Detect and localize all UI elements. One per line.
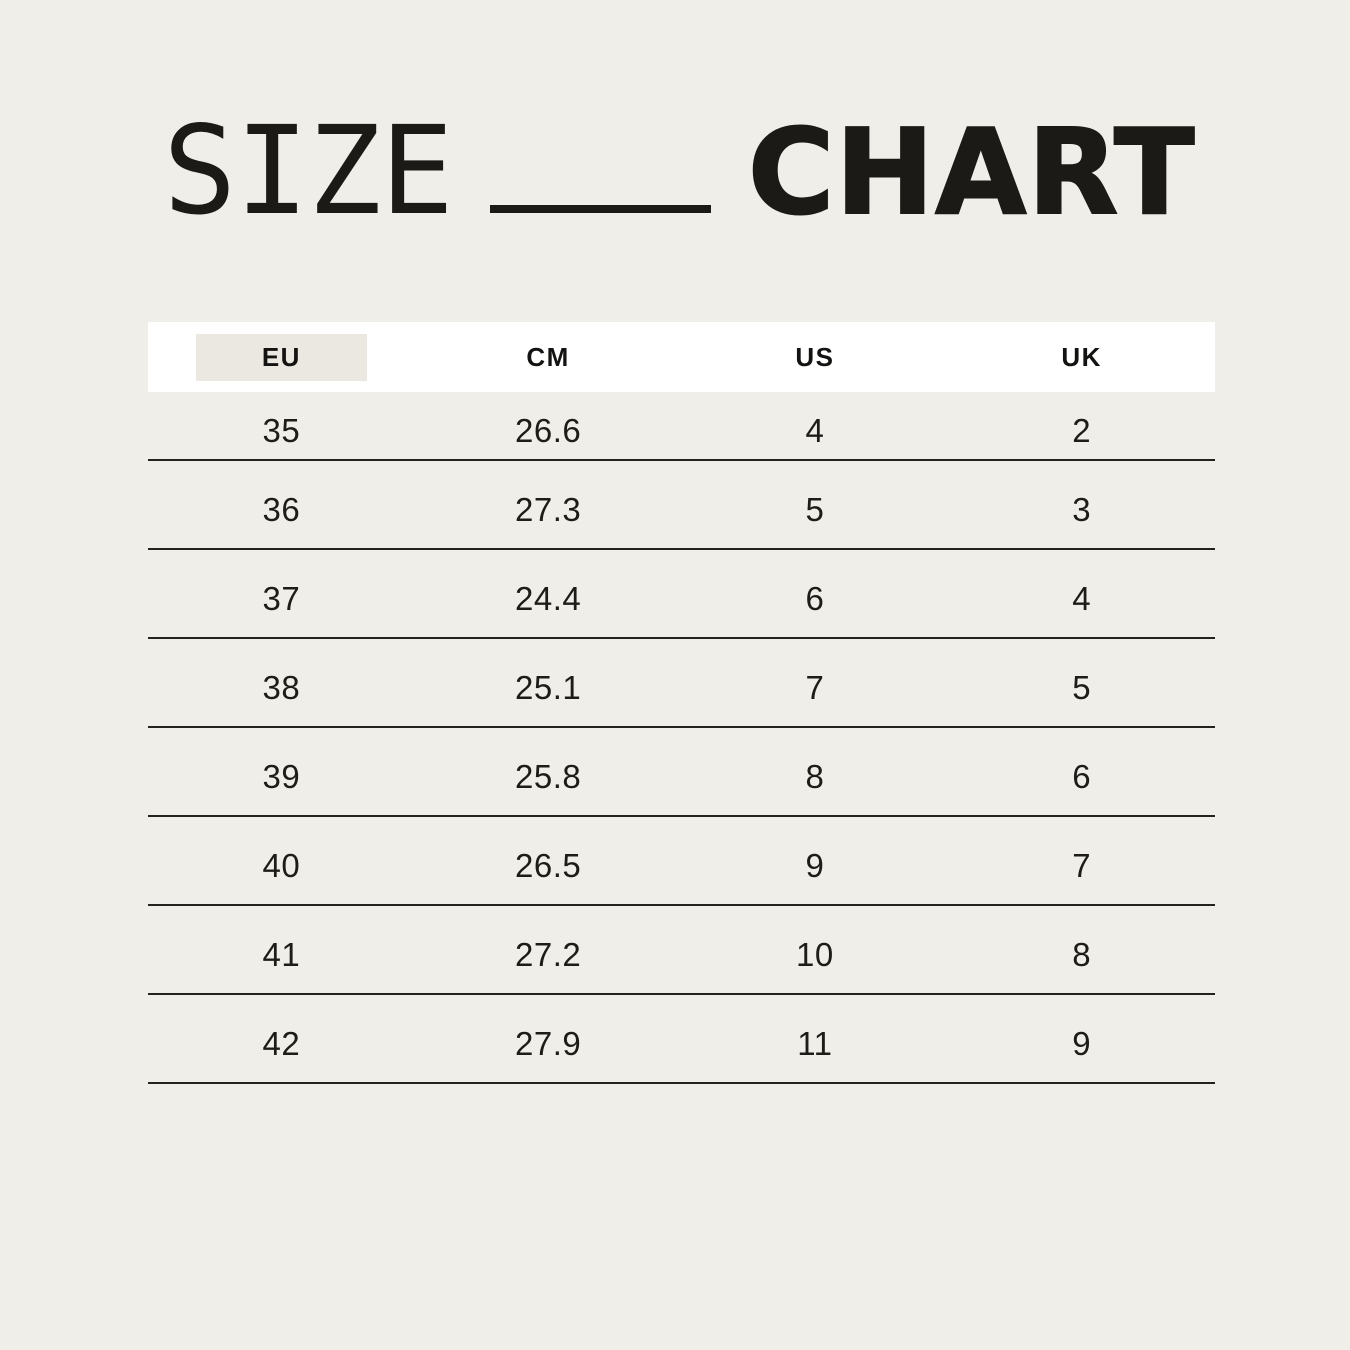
table-row: 40 26.5 9 7 bbox=[148, 817, 1215, 906]
cell-eu: 41 bbox=[262, 935, 301, 973]
cell-eu: 36 bbox=[262, 490, 301, 528]
column-header-label: EU bbox=[195, 333, 367, 381]
column-header-cm: CM bbox=[415, 342, 682, 373]
cell-eu: 42 bbox=[262, 1024, 301, 1062]
column-header-us: US bbox=[682, 342, 949, 373]
size-table-body: 35 26.6 4 2 36 27.3 5 3 37 24.4 6 4 38 25.1 7 5 39 25.8 8 6… bbox=[148, 392, 1215, 1084]
cell-eu: 37 bbox=[262, 579, 301, 617]
cell-us: 10 bbox=[796, 935, 834, 973]
cell-us: 9 bbox=[805, 846, 825, 884]
cell-eu: 39 bbox=[262, 757, 301, 795]
size-table: EU CM US UK 35 26.6 4 2 36 27.3 5 3 37 24.4 6 4 38 25.1 7… bbox=[148, 322, 1215, 1084]
cell-cm: 27.3 bbox=[515, 490, 582, 528]
table-row: 36 27.3 5 3 bbox=[148, 461, 1215, 550]
title-divider-line bbox=[489, 205, 711, 213]
cell-us: 8 bbox=[805, 757, 825, 795]
column-header-eu: EU bbox=[148, 333, 415, 381]
cell-uk: 7 bbox=[1072, 846, 1092, 884]
cell-uk: 4 bbox=[1072, 579, 1092, 617]
column-header-label: CM bbox=[526, 341, 570, 372]
cell-cm: 27.9 bbox=[515, 1024, 582, 1062]
cell-us: 6 bbox=[805, 579, 825, 617]
cell-uk: 5 bbox=[1072, 668, 1092, 706]
cell-cm: 26.6 bbox=[515, 411, 582, 449]
cell-cm: 25.8 bbox=[515, 757, 582, 795]
cell-uk: 2 bbox=[1072, 411, 1092, 449]
table-row: 35 26.6 4 2 bbox=[148, 392, 1215, 461]
cell-us: 11 bbox=[797, 1024, 833, 1062]
page-title: SIZE CHART bbox=[163, 110, 1196, 232]
cell-uk: 8 bbox=[1072, 935, 1092, 973]
cell-us: 4 bbox=[805, 411, 825, 449]
column-header-label: US bbox=[795, 341, 835, 372]
cell-us: 5 bbox=[805, 490, 825, 528]
table-row: 41 27.2 10 8 bbox=[148, 906, 1215, 995]
title-word-chart: CHART bbox=[747, 103, 1196, 241]
cell-eu: 38 bbox=[262, 668, 301, 706]
table-row: 38 25.1 7 5 bbox=[148, 639, 1215, 728]
cell-cm: 27.2 bbox=[515, 935, 582, 973]
cell-cm: 26.5 bbox=[515, 846, 582, 884]
title-word-size: SIZE bbox=[163, 100, 454, 242]
size-table-header-row: EU CM US UK bbox=[148, 322, 1215, 392]
cell-us: 7 bbox=[805, 668, 825, 706]
table-row: 39 25.8 8 6 bbox=[148, 728, 1215, 817]
table-row: 42 27.9 11 9 bbox=[148, 995, 1215, 1084]
cell-uk: 3 bbox=[1072, 490, 1092, 528]
cell-uk: 6 bbox=[1072, 757, 1092, 795]
cell-cm: 24.4 bbox=[515, 579, 582, 617]
cell-cm: 25.1 bbox=[515, 668, 582, 706]
table-row: 37 24.4 6 4 bbox=[148, 550, 1215, 639]
cell-eu: 40 bbox=[262, 846, 301, 884]
cell-eu: 35 bbox=[262, 411, 301, 449]
column-header-label: UK bbox=[1061, 341, 1102, 372]
column-header-uk: UK bbox=[948, 342, 1215, 373]
cell-uk: 9 bbox=[1072, 1024, 1092, 1062]
